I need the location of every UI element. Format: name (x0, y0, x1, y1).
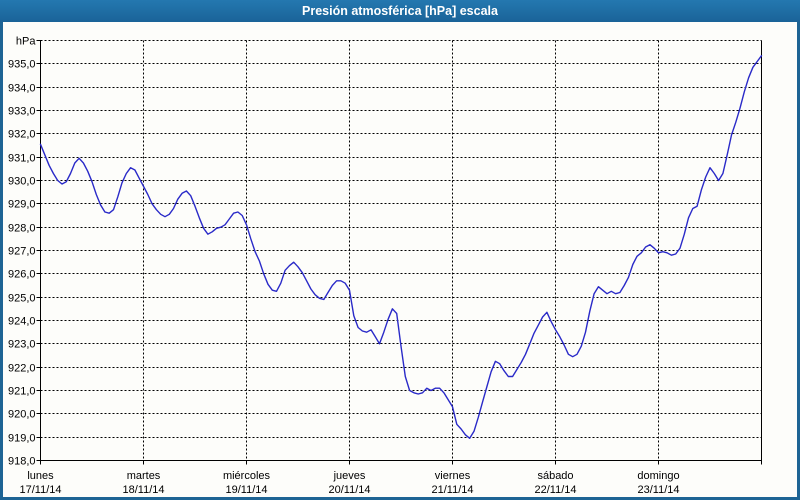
pressure-series-line (39, 55, 763, 439)
y-tick-label: 925,0 (8, 293, 36, 305)
x-day-date-label: 17/11/14 (19, 484, 61, 496)
y-tick-label: 931,0 (8, 153, 36, 165)
x-day-name-label: miércoles (223, 470, 271, 482)
y-tick-label: 926,0 (8, 269, 36, 281)
horizontal-gridlines (40, 40, 762, 461)
x-day-name-label: domingo (637, 470, 679, 482)
y-axis-labels: 935,0 934,0 933,0 932,0 931,0 930,0 929,0 928,0… (8, 36, 36, 468)
y-tick-label: 933,0 (8, 106, 36, 118)
y-tick-label: 920,0 (8, 409, 36, 421)
y-tick-label: 922,0 (8, 363, 36, 375)
y-tick-label: 923,0 (8, 339, 36, 351)
chart-title-bar: Presión atmosférica [hPa] escala (0, 0, 800, 22)
x-day-date-label: 21/11/14 (431, 484, 473, 496)
x-day-name-label: viernes (435, 470, 471, 482)
x-day-date-label: 22/11/14 (534, 484, 576, 496)
y-tick-label: 928,0 (8, 223, 36, 235)
y-axis-unit-label: hPa (16, 36, 36, 48)
x-axis-labels: lunes 17/11/14 martes 18/11/14 miércoles 19/1… (19, 470, 679, 496)
y-tick-label: 932,0 (8, 129, 36, 141)
axis-ticks (36, 40, 762, 465)
x-day-name-label: martes (127, 470, 161, 482)
y-tick-label: 927,0 (8, 246, 36, 258)
x-day-date-label: 20/11/14 (328, 484, 370, 496)
y-tick-label: 918,0 (8, 456, 36, 468)
x-day-name-label: sábado (537, 470, 573, 482)
y-tick-label: 921,0 (8, 386, 36, 398)
x-day-name-label: lunes (27, 470, 54, 482)
frame-left-border (0, 22, 3, 500)
x-day-name-label: jueves (333, 470, 366, 482)
y-tick-label: 930,0 (8, 176, 36, 188)
frame-bottom-border (0, 497, 800, 500)
vertical-gridlines (143, 40, 659, 461)
x-day-date-label: 19/11/14 (225, 484, 267, 496)
y-tick-label: 919,0 (8, 433, 36, 445)
y-tick-label: 935,0 (8, 59, 36, 71)
y-tick-label: 934,0 (8, 83, 36, 95)
y-tick-label: 924,0 (8, 316, 36, 328)
x-day-date-label: 18/11/14 (122, 484, 164, 496)
y-tick-label: 929,0 (8, 199, 36, 211)
chart-title: Presión atmosférica [hPa] escala (302, 4, 498, 18)
x-day-date-label: 23/11/14 (637, 484, 679, 496)
frame-right-border (797, 22, 800, 500)
